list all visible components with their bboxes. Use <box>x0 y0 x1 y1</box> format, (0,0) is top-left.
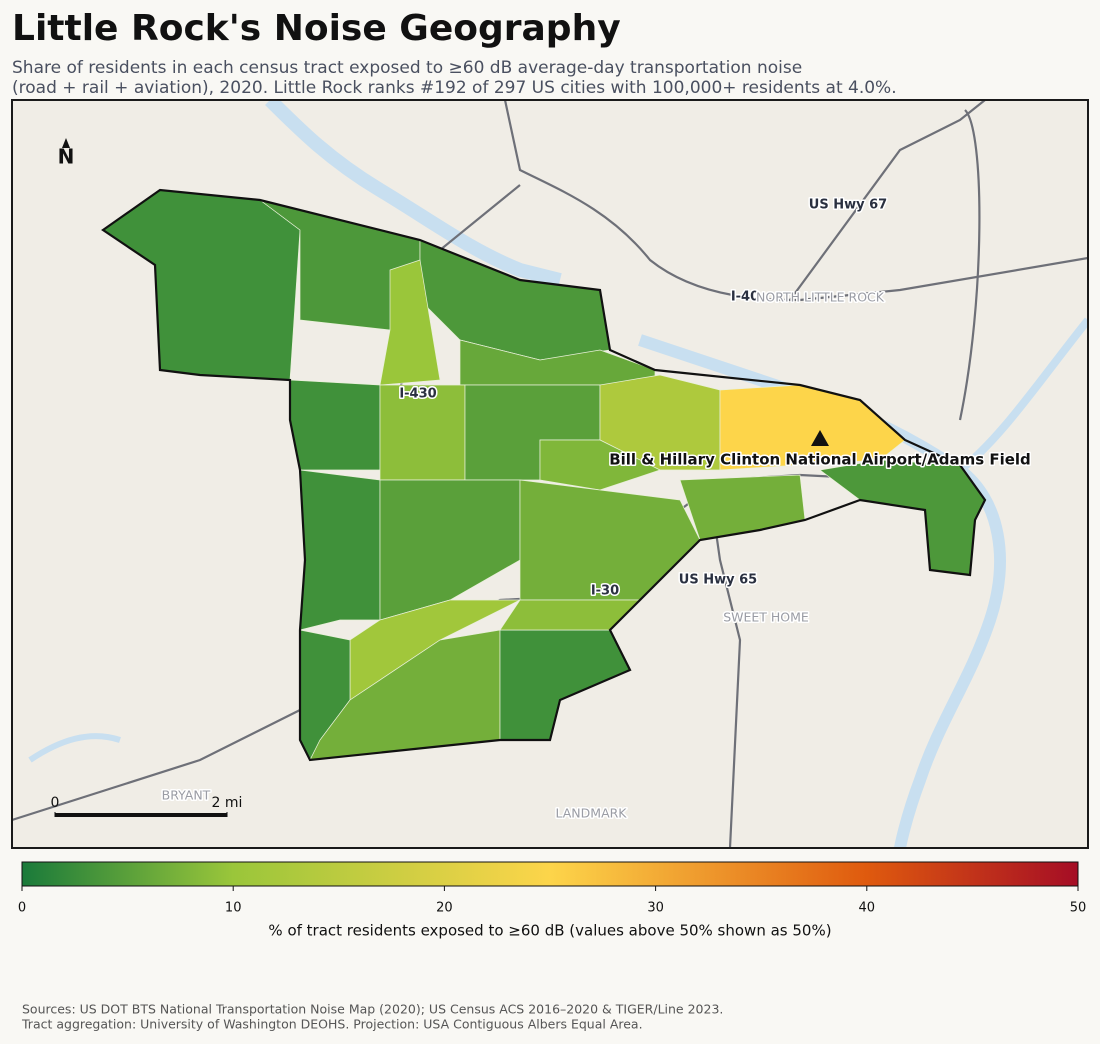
colorbar <box>21 861 1079 887</box>
place-label: SWEET HOME <box>723 610 809 625</box>
river <box>28 733 121 763</box>
road-label: I-430 <box>399 387 436 402</box>
tract <box>539 439 661 491</box>
colorbar-tick-label: 20 <box>436 901 453 916</box>
tract <box>299 469 381 631</box>
colorbar-tick-label: 10 <box>225 901 242 916</box>
airport-label: Bill & Hillary Clinton National Airport/… <box>609 451 1031 469</box>
subtitle: (road + rail + aviation), 2020. Little R… <box>12 78 897 98</box>
source-note: Sources: US DOT BTS National Transportat… <box>22 1002 723 1017</box>
place-label: BRYANT <box>162 788 211 803</box>
tract <box>379 259 441 386</box>
scale-label: 2 mi <box>212 795 243 811</box>
place-label: LANDMARK <box>556 806 628 821</box>
subtitle: Share of residents in each census tract … <box>12 58 802 78</box>
river <box>265 100 562 287</box>
city-boundary <box>101 188 987 762</box>
road-label: US Hwy 67 <box>809 198 887 213</box>
road-label: I-30 <box>591 584 619 599</box>
colorbar-tick-label: 30 <box>647 901 664 916</box>
title: Little Rock's Noise Geography <box>12 8 621 49</box>
airport-marker <box>811 430 829 446</box>
colorbar-tick-label: 0 <box>18 901 26 916</box>
north-label: N <box>58 145 75 169</box>
place-label: NORTH LITTLE ROCK <box>756 290 885 305</box>
river <box>957 317 1088 474</box>
tracts <box>101 188 987 762</box>
road-label: US Hwy 65 <box>679 573 757 588</box>
north-arrow <box>62 138 70 148</box>
colorbar-tick-label: 40 <box>859 901 876 916</box>
tract <box>379 479 521 621</box>
colorbar-tick-label: 50 <box>1070 901 1087 916</box>
labels: US Hwy 67 I-40 I-430 I-30 US Hwy 65 NORTH LIT… <box>51 138 1032 822</box>
colorbar-label: % of tract residents exposed to ≥60 dB (… <box>268 922 831 940</box>
source-note: Tract aggregation: University of Washing… <box>21 1017 643 1032</box>
map-frame <box>11 99 1089 849</box>
tract <box>289 379 381 471</box>
road-label: I-40 <box>731 290 759 305</box>
scale-label: 0 <box>51 795 60 811</box>
